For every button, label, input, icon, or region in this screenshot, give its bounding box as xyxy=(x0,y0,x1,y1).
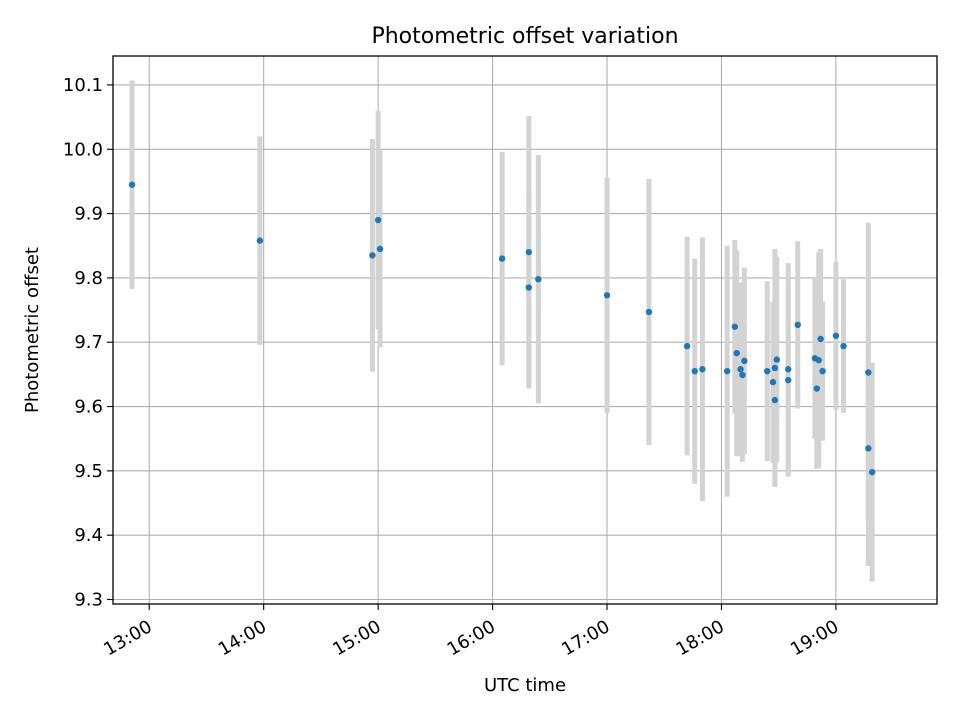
data-point xyxy=(785,366,792,373)
data-point xyxy=(773,356,780,363)
data-point xyxy=(785,376,792,384)
data-point xyxy=(733,349,740,357)
data-point xyxy=(840,342,847,350)
data-points xyxy=(128,181,876,476)
data-point xyxy=(819,367,826,375)
x-axis-label: UTC time xyxy=(484,675,566,696)
data-point xyxy=(498,255,506,262)
y-tick-label: 9.6 xyxy=(74,397,103,418)
data-point xyxy=(374,216,382,224)
data-point xyxy=(603,292,611,299)
data-point xyxy=(817,335,824,343)
data-point xyxy=(771,396,779,404)
data-point xyxy=(868,468,876,476)
y-tick-label: 9.3 xyxy=(74,589,103,610)
data-point xyxy=(769,378,777,386)
y-tick-label: 10.1 xyxy=(63,75,103,96)
data-point xyxy=(525,248,533,256)
data-point xyxy=(794,321,801,329)
data-point xyxy=(737,366,744,373)
data-point xyxy=(256,237,264,244)
data-point xyxy=(865,445,872,452)
data-point xyxy=(832,332,840,339)
data-point xyxy=(376,245,384,253)
data-point xyxy=(525,284,533,291)
data-point xyxy=(815,357,822,364)
y-tick-label: 9.8 xyxy=(74,268,103,289)
data-point xyxy=(813,385,821,392)
data-point xyxy=(723,367,731,375)
chart-title: Photometric offset variation xyxy=(371,24,678,49)
data-point xyxy=(369,252,376,259)
data-point xyxy=(771,364,779,372)
y-axis-label: Photometric offset xyxy=(22,247,43,413)
plot-frame xyxy=(112,55,938,605)
data-point xyxy=(764,367,771,375)
data-point xyxy=(739,371,746,379)
y-tick-label: 9.4 xyxy=(74,525,103,546)
y-tick-label: 9.5 xyxy=(74,461,103,482)
data-point xyxy=(645,308,653,316)
data-point xyxy=(865,369,872,376)
y-axis: 9.3 9.4 9.5 9.6 9.7 9.8 9.9 10.0 10.1 xyxy=(63,75,113,610)
data-point xyxy=(683,342,691,350)
data-point xyxy=(699,366,706,373)
data-point xyxy=(741,357,748,365)
data-point xyxy=(128,181,136,188)
data-point xyxy=(731,323,739,330)
data-point xyxy=(535,275,542,283)
data-point xyxy=(691,367,698,375)
y-tick-label: 9.9 xyxy=(74,204,103,225)
y-tick-label: 9.7 xyxy=(74,332,103,353)
y-tick-label: 10.0 xyxy=(63,139,103,160)
